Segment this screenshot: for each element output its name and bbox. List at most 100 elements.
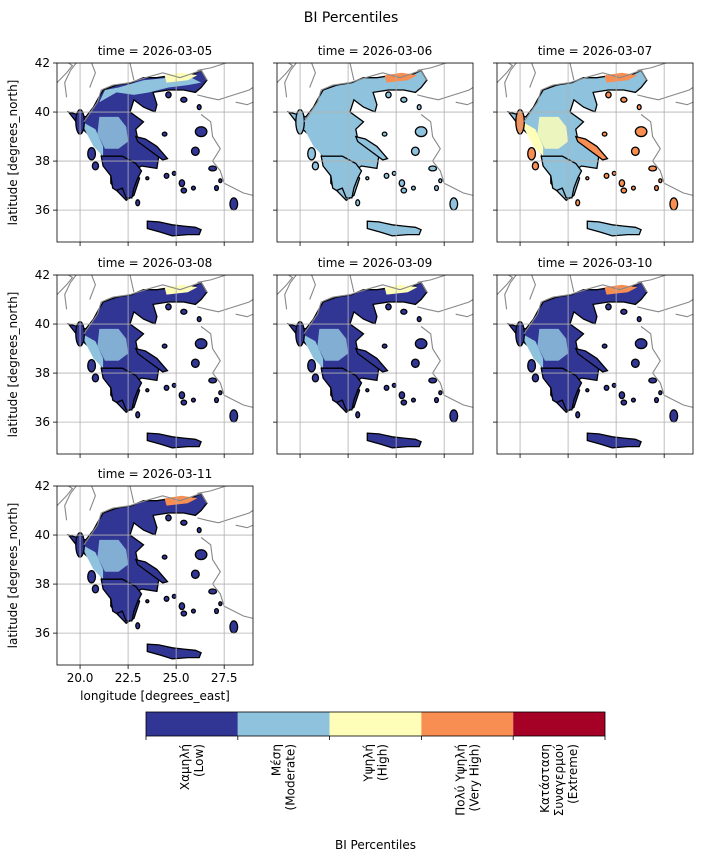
north-region bbox=[99, 289, 202, 315]
island bbox=[213, 607, 220, 615]
island bbox=[229, 620, 239, 634]
colorbar-swatch bbox=[513, 712, 605, 736]
peloponnese-region bbox=[100, 367, 143, 411]
island bbox=[365, 176, 370, 181]
x-tick-label: 27.5 bbox=[211, 671, 238, 685]
x-tick-label: 20.0 bbox=[67, 671, 94, 685]
island bbox=[648, 165, 658, 172]
border-line bbox=[200, 114, 253, 196]
panel-title: time = 2026-03-07 bbox=[538, 44, 653, 58]
island bbox=[365, 388, 370, 393]
y-tick-label: 36 bbox=[35, 203, 50, 217]
y-tick-label: 40 bbox=[35, 105, 50, 119]
island bbox=[135, 411, 141, 419]
central-region bbox=[97, 539, 129, 572]
west-region bbox=[82, 333, 104, 369]
map-area bbox=[57, 63, 253, 242]
panel: 20.0 22.5 25.0 27.5 36 38 40 42 time = 2026-03-1… bbox=[6, 467, 254, 703]
border-line bbox=[57, 63, 74, 83]
y-tick-label: 40 bbox=[35, 528, 50, 542]
north-region bbox=[319, 77, 422, 103]
map-area bbox=[57, 486, 253, 665]
island bbox=[527, 146, 537, 161]
west-region bbox=[82, 544, 104, 580]
border-line bbox=[303, 281, 428, 335]
island bbox=[391, 170, 397, 176]
border-line bbox=[637, 63, 667, 71]
evia-region bbox=[354, 347, 389, 373]
border-line bbox=[569, 275, 575, 293]
north-region bbox=[539, 77, 642, 103]
border-line bbox=[529, 275, 536, 300]
island bbox=[400, 96, 408, 103]
panel-frame bbox=[276, 274, 474, 455]
island bbox=[531, 373, 540, 383]
island bbox=[161, 554, 168, 560]
peloponnese-region bbox=[320, 155, 363, 199]
island bbox=[163, 384, 170, 391]
island bbox=[611, 170, 617, 176]
central-region bbox=[97, 328, 129, 361]
island bbox=[190, 358, 200, 369]
crete-region bbox=[146, 220, 202, 237]
island bbox=[391, 382, 397, 388]
island bbox=[180, 519, 188, 526]
y-tick-label: 40 bbox=[35, 317, 50, 331]
border-line bbox=[235, 524, 253, 529]
evia-region bbox=[574, 135, 609, 161]
panel-title: time = 2026-03-11 bbox=[98, 467, 213, 481]
island bbox=[180, 308, 188, 315]
island bbox=[171, 382, 177, 388]
island bbox=[630, 185, 637, 191]
border-line bbox=[420, 114, 473, 196]
peloponnese-region bbox=[320, 367, 363, 411]
border-line bbox=[284, 63, 297, 98]
map-area bbox=[277, 63, 473, 242]
north-region bbox=[99, 500, 202, 526]
island bbox=[208, 165, 218, 172]
island bbox=[630, 146, 640, 157]
crete-region bbox=[586, 432, 642, 449]
x-tick-label: 22.5 bbox=[115, 671, 142, 685]
island bbox=[428, 377, 438, 384]
colorbar-tick-label: Μέση(Moderate) bbox=[270, 744, 298, 810]
island bbox=[87, 569, 97, 584]
border-line bbox=[497, 63, 514, 83]
border-line bbox=[349, 63, 355, 81]
y-axis-label: latitude [degrees_north] bbox=[6, 292, 20, 438]
island bbox=[585, 388, 590, 393]
island bbox=[603, 384, 610, 391]
panel: time = 2026-03-07 bbox=[493, 44, 694, 246]
island bbox=[178, 391, 186, 400]
panel: 36 38 40 42 time = 2026-03-05 latitude [degre… bbox=[6, 44, 254, 246]
border-line bbox=[504, 275, 517, 310]
island bbox=[161, 131, 168, 137]
island bbox=[208, 588, 218, 595]
island bbox=[163, 595, 170, 602]
panel-frame bbox=[496, 274, 694, 455]
island bbox=[307, 358, 317, 373]
border-line bbox=[57, 486, 74, 506]
map-area bbox=[57, 275, 253, 454]
west-region bbox=[302, 333, 324, 369]
map-area bbox=[497, 63, 693, 242]
island bbox=[355, 199, 361, 207]
island bbox=[218, 390, 223, 396]
island bbox=[433, 396, 440, 404]
island bbox=[161, 343, 168, 349]
island bbox=[190, 608, 197, 614]
island bbox=[194, 549, 208, 561]
border-line bbox=[303, 69, 428, 123]
island bbox=[91, 584, 100, 594]
y-tick-label: 42 bbox=[35, 268, 50, 282]
island bbox=[213, 396, 220, 404]
north-region bbox=[539, 289, 642, 315]
island bbox=[620, 96, 628, 103]
island bbox=[165, 303, 172, 311]
island bbox=[383, 384, 390, 391]
island bbox=[381, 343, 388, 349]
border-line bbox=[197, 63, 227, 71]
island bbox=[438, 178, 443, 184]
border-line bbox=[309, 275, 316, 300]
panel: time = 2026-03-06 bbox=[273, 44, 474, 246]
